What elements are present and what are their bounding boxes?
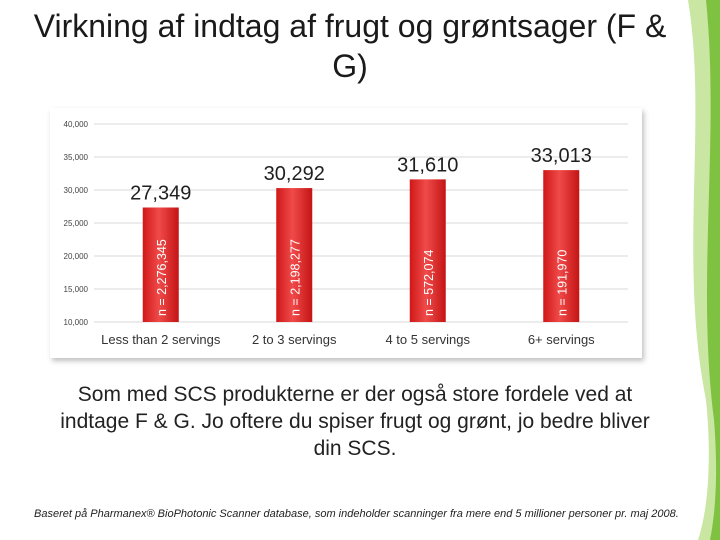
bar	[142, 207, 179, 322]
bar-sample-size-label: n = 572,074	[422, 250, 436, 316]
x-category-label: 2 to 3 servings	[252, 332, 337, 347]
slide-title: Virkning af indtag af frugt og grøntsage…	[33, 8, 667, 84]
bar	[543, 170, 580, 322]
bar-value-label: 27,349	[130, 182, 191, 204]
y-tick-label: 15,000	[64, 285, 89, 294]
bar-chart: 10,000 15,000 20,000 25,000 30,000 35,000 40,0…	[50, 108, 642, 358]
y-tick-label: 25,000	[64, 219, 89, 228]
bar-value-label: 33,013	[531, 145, 592, 167]
x-axis-category-labels: Less than 2 servings 2 to 3 servings 4 to …	[101, 332, 595, 347]
y-tick-label: 35,000	[64, 153, 89, 162]
x-category-label: 4 to 5 servings	[385, 332, 470, 347]
x-category-label: 6+ servings	[528, 332, 595, 347]
chart-bars: 27,349 n = 2,276,345 30,292 n = 2,198,277 31…	[130, 145, 592, 322]
bar-value-label: 31,610	[397, 154, 458, 176]
bar-group: 31,610 n = 572,074	[397, 154, 458, 322]
y-axis-tick-labels: 10,000 15,000 20,000 25,000 30,000 35,000 40,0…	[64, 120, 89, 327]
y-tick-label: 30,000	[64, 186, 89, 195]
chart-gridlines	[94, 123, 628, 323]
footnote: Baseret på Pharmanex® BioPhotonic Scanne…	[34, 508, 679, 520]
bar	[276, 188, 313, 322]
y-tick-label: 10,000	[64, 318, 89, 327]
y-tick-label: 20,000	[64, 252, 89, 261]
x-category-label: Less than 2 servings	[101, 332, 221, 347]
bar-value-label: 30,292	[264, 163, 325, 185]
green-swoosh	[706, 0, 720, 540]
bar-group: 30,292 n = 2,198,277	[264, 163, 325, 322]
bar-sample-size-label: n = 2,276,345	[155, 239, 169, 316]
bar	[409, 179, 446, 322]
bar-group: 27,349 n = 2,276,345	[130, 182, 191, 322]
green-swoosh-decoration	[688, 0, 720, 540]
bar-sample-size-label: n = 191,970	[555, 250, 569, 316]
y-tick-label: 40,000	[64, 120, 89, 129]
bar-sample-size-label: n = 2,198,277	[288, 239, 302, 316]
bar-group: 33,013 n = 191,970	[531, 145, 592, 322]
body-text: Som med SCS produkterne er der også stor…	[60, 383, 650, 460]
bar-chart-svg: 10,000 15,000 20,000 25,000 30,000 35,000 40,0…	[64, 120, 628, 347]
